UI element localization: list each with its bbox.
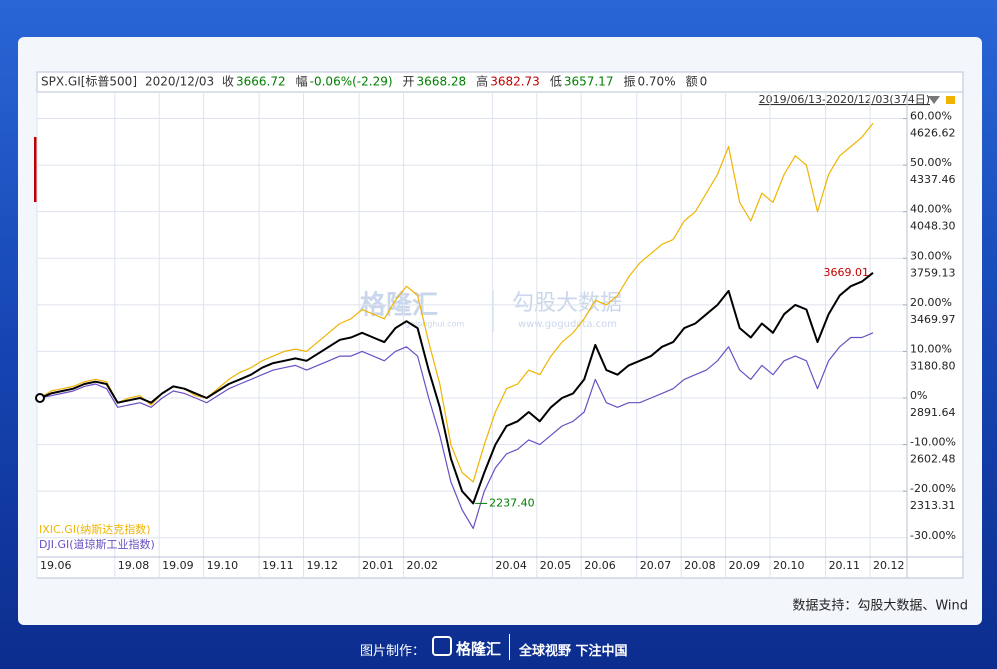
header-label: 幅 — [296, 74, 308, 89]
watermark-data-url: www.gogudata.com — [518, 319, 617, 330]
series-line — [39, 332, 874, 529]
y-tick-label: -30.00% — [910, 529, 956, 542]
x-tick-label: 19.11 — [262, 559, 294, 572]
footer-made-by: 图片制作： — [360, 644, 426, 659]
x-tick-label: 20.08 — [684, 559, 716, 572]
y-tick-label: 50.00% — [910, 156, 952, 169]
x-tick-label: 20.11 — [829, 559, 861, 572]
y2-tick-label: 4048.30 — [910, 220, 956, 233]
header-value: -0.06%(-2.29) — [310, 75, 393, 89]
y2-tick-label: 2891.64 — [910, 406, 956, 419]
header-label: 开 — [403, 75, 415, 89]
y2-tick-label: 3759.13 — [910, 266, 956, 279]
y-tick-label: -10.00% — [910, 436, 956, 449]
source: 数据支持：勾股大数据、Wind — [792, 599, 968, 614]
header-label: 高 — [476, 74, 488, 89]
x-tick-label: 19.10 — [207, 559, 239, 572]
x-tick-label: 20.09 — [729, 559, 761, 572]
y-tick-label: 40.00% — [910, 203, 952, 216]
y2-tick-label: 4626.62 — [910, 127, 956, 140]
header-label: 收 — [222, 75, 234, 89]
x-tick-label: 20.01 — [362, 559, 394, 572]
y-tick-label: 0% — [910, 389, 927, 402]
header-value: 3657.17 — [564, 75, 614, 89]
footer-divider — [509, 634, 510, 660]
header-value: 3682.73 — [490, 75, 540, 89]
x-tick-label: 19.12 — [307, 559, 339, 572]
header-label: 振 — [623, 75, 635, 89]
legend-entry: IXIC.GI(纳斯达克指数) — [39, 522, 151, 536]
start-marker — [35, 393, 45, 404]
y-tick-label: 10.00% — [910, 342, 952, 355]
header-code: SPX.GI[标普500] — [41, 75, 137, 89]
x-tick-label: 20.10 — [773, 559, 805, 572]
footer-brand: 格隆汇 — [456, 640, 502, 658]
x-tick-label: 20.05 — [540, 559, 572, 572]
header-value: 3668.28 — [417, 75, 467, 89]
y2-tick-label: 4337.46 — [910, 173, 956, 186]
lock-icon — [946, 96, 955, 104]
footer: 图片制作： 格隆汇 全球视野 下注中国 — [0, 632, 997, 666]
footer-slogan: 全球视野 下注中国 — [519, 644, 628, 659]
header-value: 3666.72 — [236, 75, 286, 89]
x-tick-label: 20.04 — [495, 559, 526, 572]
x-tick-label: 20.06 — [584, 559, 616, 572]
watermark-brand-url: gelonghui.com — [405, 320, 464, 329]
y-tick-label: 60.00% — [910, 110, 952, 123]
y-tick-label: 30.00% — [910, 249, 952, 262]
x-tick-label: 19.09 — [162, 559, 194, 572]
header-label: 额 — [686, 75, 698, 89]
header-label: 低 — [550, 75, 562, 89]
x-tick-label: 20.07 — [640, 559, 672, 572]
legend-entry: DJI.GI(道琼斯工业指数) — [39, 537, 155, 551]
x-tick-label: 20.02 — [407, 559, 439, 572]
range-arrow — [928, 96, 940, 104]
y-tick-label: 20.00% — [910, 296, 952, 309]
x-tick-label: 20.12 — [873, 559, 905, 572]
y2-tick-label: 2313.31 — [910, 499, 956, 512]
y2-tick-label: 3180.80 — [910, 359, 956, 372]
footer-logo — [432, 636, 452, 656]
header-date: 2020/12/03 — [145, 75, 214, 89]
side-marker — [34, 137, 37, 202]
annotation: 3669.01 — [824, 266, 870, 279]
chart: SPX.GI[标普500] 2020/12/03 2019/06/13-2020… — [34, 71, 968, 614]
date-range: 2019/06/13-2020/12/03(374日) — [759, 93, 930, 106]
x-tick-label: 19.06 — [40, 559, 72, 572]
annotation: 2237.40 — [489, 496, 535, 509]
watermark-data: 勾股大数据 — [512, 291, 622, 316]
header-value: 0 — [700, 75, 708, 89]
y-tick-label: -20.00% — [910, 482, 956, 495]
plot: 60.00% 50.00% 40.00% 30.00% 20.00% 10.00% 0% -1… — [35, 92, 963, 578]
y2-tick-label: 2602.48 — [910, 453, 956, 466]
series-line — [39, 272, 874, 505]
y2-tick-label: 3469.97 — [910, 313, 956, 326]
x-tick-label: 19.08 — [118, 559, 150, 572]
header-value: 0.70% — [637, 75, 675, 89]
